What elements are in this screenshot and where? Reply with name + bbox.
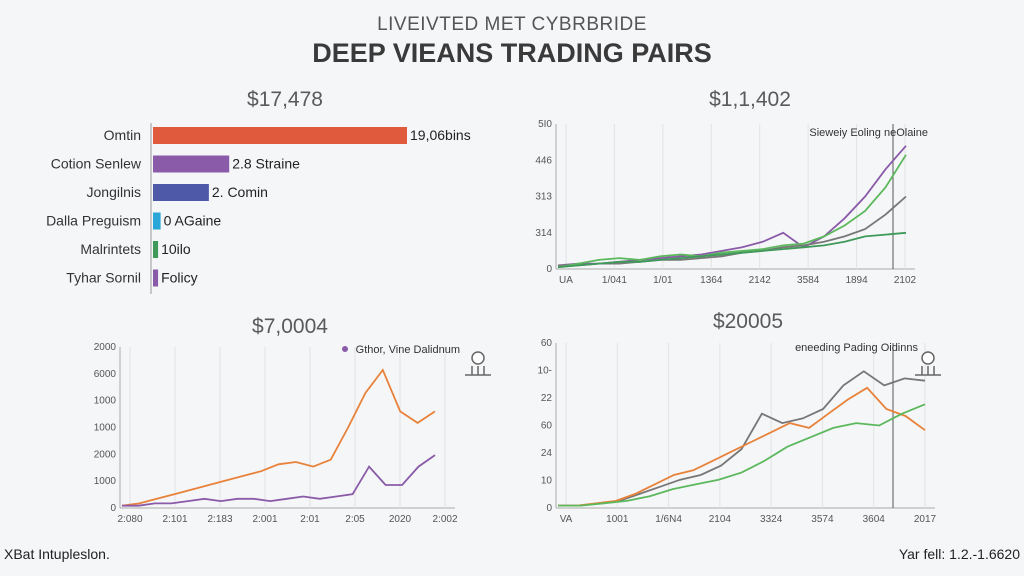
y-tick-label: 0 xyxy=(110,503,116,514)
x-tick-label: 3324 xyxy=(760,514,783,525)
y-tick-label: 1000 xyxy=(94,423,117,434)
x-tick-label: 2142 xyxy=(749,275,772,286)
bar-value-label: 0 AGaine xyxy=(164,213,222,229)
y-tick-label: 10- xyxy=(538,366,552,377)
y-tick-label: 5I0 xyxy=(538,119,552,130)
x-tick-label: 2104 xyxy=(709,514,732,525)
page-title: DEEP VIEANS TRADING PAIRS xyxy=(312,38,712,68)
x-tick-label: 2:101 xyxy=(162,514,187,525)
y-tick-label: 24 xyxy=(541,448,553,459)
bar-value-label: 2. Comin xyxy=(212,184,268,200)
y-tick-label: 1000 xyxy=(94,476,117,487)
series-line-darkgreen xyxy=(557,231,907,269)
x-tick-label: UA xyxy=(559,275,573,286)
bar-category-label: Omtin xyxy=(104,127,141,143)
bar-category-label: Jongilnis xyxy=(87,184,141,200)
series-line-orange xyxy=(121,368,436,507)
legend-text: eneeding Pading Oidinns xyxy=(795,342,918,354)
x-tick-label: 1/6N4 xyxy=(655,514,682,525)
bar-category-label: Dalla Preguism xyxy=(46,213,141,229)
x-tick-label: VA xyxy=(560,514,573,525)
x-tick-label: 3604 xyxy=(863,514,886,525)
bar-0 xyxy=(153,127,407,144)
x-tick-label: 2:183 xyxy=(207,514,232,525)
series-line-gray xyxy=(558,195,907,267)
x-tick-label: 3574 xyxy=(811,514,834,525)
panel-value-bottom-right: $20005 xyxy=(712,310,784,333)
bar-category-label: Malrintets xyxy=(80,241,141,257)
bar-value-label: 19,06bins xyxy=(410,127,471,143)
series-line-green xyxy=(558,403,926,507)
y-tick-label: 10 xyxy=(541,476,553,487)
series-line-purple xyxy=(122,454,436,507)
x-tick-label: 2:002 xyxy=(432,514,457,525)
series-line-orange xyxy=(558,386,926,507)
bar-value-label: Folicy xyxy=(161,270,198,286)
y-tick-label: 6000 xyxy=(94,369,117,380)
bar-category-label: Tyhar Sornil xyxy=(66,270,141,286)
bar-3 xyxy=(153,212,161,230)
panel-value-bottom-left: $7,0004 xyxy=(252,315,328,338)
x-tick-label: 2020 xyxy=(389,514,412,525)
y-tick-label: 60 xyxy=(541,421,553,432)
panel-value-top-left: $17,478 xyxy=(247,88,323,111)
x-tick-label: 2:05 xyxy=(345,514,365,525)
footer-right-text: Yar fell: 1.2.-1.6620 xyxy=(898,546,1020,562)
x-tick-label: 2:080 xyxy=(117,514,142,525)
x-tick-label: 2:01 xyxy=(300,514,320,525)
x-tick-label: 2:001 xyxy=(252,514,277,525)
y-tick-label: 0 xyxy=(546,503,552,514)
x-tick-label: 1/041 xyxy=(602,275,627,286)
bar-category-label: Cotion Senlew xyxy=(51,156,142,172)
x-tick-label: 2102 xyxy=(894,275,917,286)
x-tick-label: 1001 xyxy=(606,514,629,525)
bar-5 xyxy=(153,269,159,287)
series-line-purple xyxy=(557,145,907,267)
page-subtitle: LIVEIVTED MET CYBRBRIDE xyxy=(377,14,647,35)
y-tick-label: 314 xyxy=(535,228,552,239)
panel-value-top-right: $1,1,402 xyxy=(709,88,791,111)
y-tick-label: 2000 xyxy=(94,342,117,353)
footer-left-text: XBat Intupleslon. xyxy=(4,546,110,562)
bar-value-label: 10ilo xyxy=(161,241,191,257)
bar-4 xyxy=(153,241,159,258)
y-tick-label: 2000 xyxy=(94,449,117,460)
y-tick-label: 60 xyxy=(541,338,553,349)
bar-1 xyxy=(153,155,230,173)
x-tick-label: 1364 xyxy=(700,275,723,286)
x-tick-label: 1/01 xyxy=(653,275,673,286)
x-tick-label: 2017 xyxy=(914,514,937,525)
series-line-green xyxy=(557,154,907,269)
info-icon xyxy=(471,351,485,365)
legend-dot xyxy=(342,346,348,352)
bar-value-label: 2.8 Straine xyxy=(232,156,300,172)
y-tick-label: 0 xyxy=(546,264,552,275)
y-tick-label: 22 xyxy=(541,393,553,404)
bar-2 xyxy=(153,184,209,201)
legend-text: Sieweiy Eoling neOlaine xyxy=(809,127,928,139)
legend-text: Gthor, Vine Dalidnum xyxy=(356,344,460,356)
x-tick-label: 1894 xyxy=(845,275,868,286)
y-tick-label: 1000 xyxy=(94,396,117,407)
x-tick-label: 3584 xyxy=(797,275,820,286)
info-icon xyxy=(921,351,935,365)
y-tick-label: 313 xyxy=(535,192,552,203)
y-tick-label: 446 xyxy=(535,155,552,166)
